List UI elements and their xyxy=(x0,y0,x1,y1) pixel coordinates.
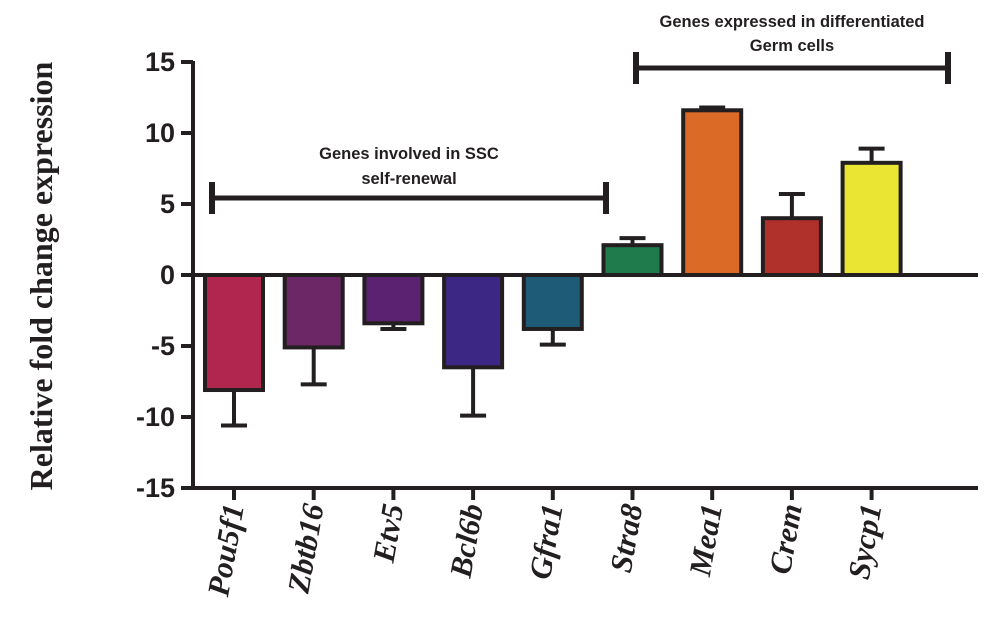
bar-zbtb16 xyxy=(282,273,345,350)
bar-mea1 xyxy=(681,108,744,277)
bar-gfra1 xyxy=(521,273,584,331)
x-tick-label: Bcl6b xyxy=(442,501,490,581)
y-tick-label: -5 xyxy=(151,331,175,361)
y-axis-label: Relative fold change expression xyxy=(23,61,59,490)
bar-pou5f1 xyxy=(203,273,265,393)
annotations: Genes involved in SSC self-renewal Genes e… xyxy=(209,13,951,214)
bars xyxy=(203,105,903,428)
x-tick-label: Crem xyxy=(762,501,809,577)
bar-bcl6b xyxy=(442,273,505,370)
group-annotation-text: Germ cells xyxy=(750,37,834,55)
y-tick-label: 15 xyxy=(145,47,175,77)
group-annotation-text: Genes expressed in differentiated xyxy=(659,13,924,31)
x-tick-label: Stra8 xyxy=(603,501,650,575)
y-tick-label: -10 xyxy=(136,402,175,432)
y-tick-label: 0 xyxy=(160,260,175,290)
bar-crem xyxy=(760,216,823,277)
x-tick-label: Gfra1 xyxy=(522,501,570,582)
bar-etv5 xyxy=(362,273,425,326)
x-tick-label: Pou5f1 xyxy=(200,501,251,600)
group-annotation-text: Genes involved in SSC xyxy=(319,145,499,163)
bar-stra8 xyxy=(601,243,664,277)
y-tick-label: 10 xyxy=(145,118,175,148)
bar-sycp1 xyxy=(840,160,903,278)
x-tick-label: Zbtb16 xyxy=(280,501,330,597)
x-tick-label: Mea1 xyxy=(682,501,729,579)
y-tick-label: -15 xyxy=(136,473,175,503)
group-annotation-text: self-renewal xyxy=(361,170,456,188)
x-tick-label: Etv5 xyxy=(365,501,410,566)
y-tick-label: 5 xyxy=(160,189,175,219)
x-tick-label: Sycp1 xyxy=(841,501,889,582)
